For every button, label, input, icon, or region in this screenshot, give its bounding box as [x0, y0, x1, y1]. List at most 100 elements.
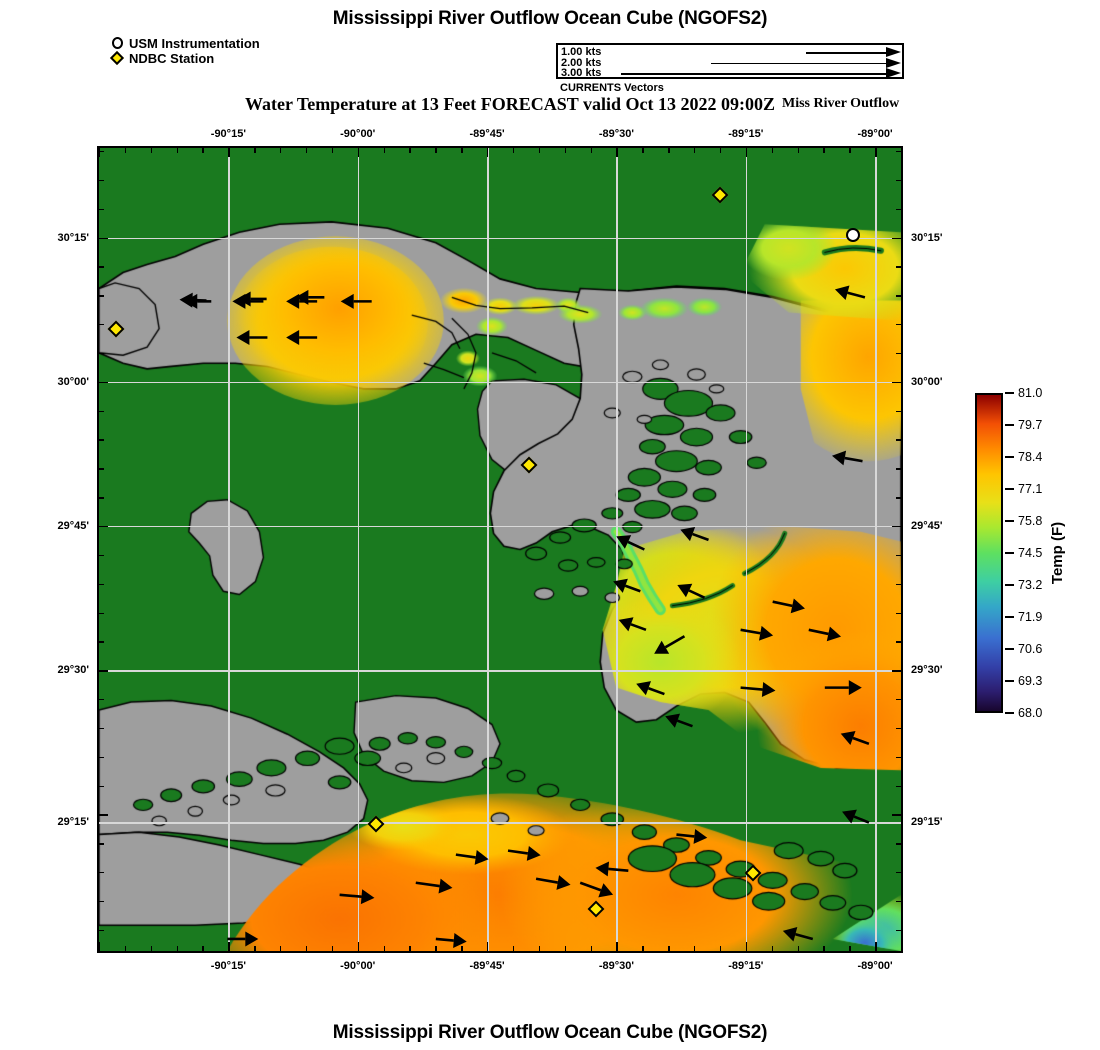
currents-legend-caption: CURRENTS Vectors: [560, 82, 664, 94]
colorbar-tick-label-3: 77.1: [1018, 482, 1043, 496]
colorbar-title: Temp (F): [1049, 521, 1066, 585]
x-tick-bottom-7: [409, 946, 411, 951]
x-tick-bottom-2: [280, 946, 282, 951]
current-vector-3: [179, 292, 207, 308]
x-axis-label-top-0: -90°15': [210, 128, 246, 140]
outflow-label: Miss River Outflow: [782, 96, 900, 111]
y-tick-left-17: [99, 727, 104, 730]
current-vector-7: [236, 330, 268, 346]
current-vector-25: [772, 598, 805, 614]
y-tick-right-3: [896, 324, 901, 326]
current-vector-11: [677, 583, 706, 599]
legend-item-ndbc: NDBC Station: [109, 50, 260, 66]
x-tick-top-8: [435, 148, 437, 153]
current-vector-5: [286, 293, 318, 309]
y-axis-label-left-0: 30°15': [57, 231, 90, 244]
x-tick-bottom--5: [99, 942, 101, 951]
station-legend: USM Instrumentation NDBC Station: [109, 36, 260, 66]
y-tick-right-16: [896, 699, 901, 701]
current-vector-36: [676, 828, 708, 844]
y-tick-right-21: [896, 843, 901, 845]
x-tick-top-9: [461, 148, 463, 153]
x-tick-top--2: [176, 148, 178, 153]
currents-line-3: [621, 73, 886, 75]
map-plot-area[interactable]: [97, 146, 903, 953]
x-tick-top-20: [745, 148, 748, 157]
colorbar-tick-9: [1005, 680, 1014, 682]
current-vector-29: [507, 845, 541, 861]
current-vector-9: [834, 285, 866, 300]
current-vector-10: [831, 450, 863, 466]
x-tick-top--4: [124, 148, 127, 153]
colorbar-tick-label-8: 70.6: [1018, 642, 1043, 656]
y-tick-right--3: [896, 151, 901, 153]
x-tick-bottom--1: [202, 946, 204, 951]
current-vector-27: [415, 878, 453, 894]
current-vector-14: [808, 626, 842, 642]
current-vector-28: [455, 849, 489, 865]
currents-arrowhead-3: [886, 68, 901, 79]
x-tick-top-19: [719, 148, 722, 153]
y-tick-left-13: [99, 612, 104, 614]
x-tick-bottom-25: [875, 942, 877, 951]
colorbar-tick-0: [1005, 392, 1014, 394]
colorbar-tick-label-2: 78.4: [1018, 450, 1043, 464]
y-tick-left-19: [99, 785, 104, 787]
currents-row-2: 2.00 kts: [558, 57, 902, 70]
y-tick-left--1: [99, 208, 104, 211]
colorbar-gradient: [975, 393, 1003, 713]
current-vector-4: [232, 293, 264, 309]
current-vector-30: [535, 875, 571, 890]
x-tick-top-17: [668, 148, 670, 153]
x-axis-label-bottom-0: -90°15': [210, 960, 246, 972]
y-tick-right-18: [896, 756, 901, 759]
graticule-parallel-3: [99, 670, 901, 672]
currents-label-1: 1.00 kts: [561, 46, 602, 58]
y-tick-left-10: [99, 525, 108, 528]
x-tick-bottom-14: [590, 946, 592, 951]
usm-instrumentation-marker[interactable]: [846, 227, 861, 242]
y-tick-left-22: [99, 872, 104, 874]
y-tick-right-2: [896, 295, 901, 297]
x-tick-top-25: [875, 148, 877, 157]
colorbar-tick-7: [1005, 616, 1014, 618]
x-tick-bottom-1: [254, 946, 256, 951]
y-tick-right-17: [896, 727, 901, 730]
colorbar-tick-3: [1005, 488, 1014, 490]
y-axis-label-right-3: 29°30': [911, 664, 943, 677]
y-tick-left-24: [99, 929, 104, 932]
y-tick-right-4: [896, 352, 901, 355]
y-tick-left--3: [99, 151, 104, 153]
y-tick-left-15: [99, 670, 108, 672]
colorbar-tick-1: [1005, 424, 1014, 426]
x-tick-bottom-21: [771, 946, 774, 951]
currents-arrowhead-1: [886, 47, 901, 57]
y-tick-left-7: [99, 439, 104, 441]
x-tick-top-0: [228, 148, 230, 157]
x-tick-bottom-15: [616, 942, 618, 951]
y-tick-right-1: [896, 266, 901, 268]
y-tick-right-10: [892, 525, 901, 528]
graticule-meridian-2: [487, 148, 489, 951]
x-tick-top-12: [538, 148, 541, 153]
x-axis-label-bottom-5: -89°00': [857, 960, 893, 972]
colorbar-tick-label-6: 73.2: [1018, 578, 1043, 592]
x-tick-bottom-0: [228, 942, 230, 951]
y-tick-right-15: [892, 670, 901, 672]
y-tick-left-16: [99, 699, 104, 701]
y-tick-right-14: [896, 641, 901, 643]
graticule-meridian-3: [616, 148, 618, 951]
current-vector-24: [680, 527, 709, 542]
y-tick-right-23: [896, 900, 901, 903]
x-tick-bottom-18: [694, 946, 696, 951]
x-tick-top-15: [616, 148, 618, 157]
bottom-title: Mississippi River Outflow Ocean Cube (NG…: [332, 1022, 768, 1043]
x-tick-top-23: [823, 148, 825, 153]
y-axis-label-left-3: 29°30': [57, 664, 90, 677]
x-axis-label-top-3: -89°30': [598, 128, 635, 140]
x-tick-bottom-12: [538, 946, 541, 951]
y-tick-left-6: [99, 410, 104, 412]
colorbar-tick-label-1: 79.7: [1018, 418, 1043, 432]
y-tick-left-20: [99, 814, 108, 816]
x-tick-bottom-9: [461, 946, 463, 951]
